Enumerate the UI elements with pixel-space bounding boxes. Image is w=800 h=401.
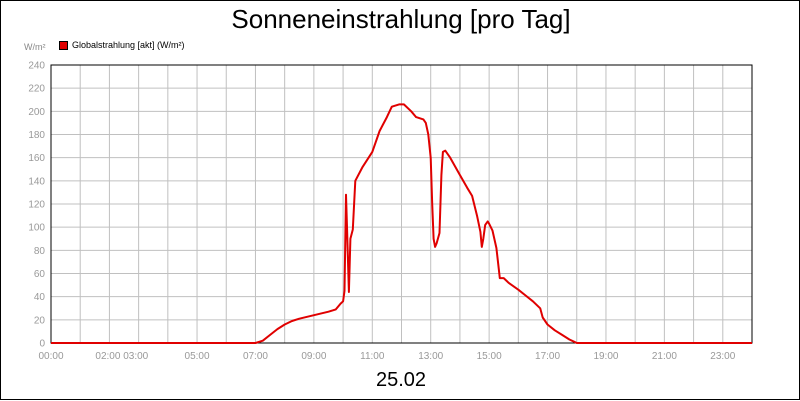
y-tick-label: 140 bbox=[28, 176, 45, 187]
x-tick-label: 09:00 bbox=[301, 351, 326, 362]
y-tick-label: 20 bbox=[34, 315, 46, 326]
y-tick-label: 220 bbox=[28, 84, 45, 95]
y-tick-label: 40 bbox=[34, 292, 46, 303]
grid-lines bbox=[51, 64, 752, 344]
legend-swatch bbox=[59, 40, 68, 50]
x-tick-label: 13:00 bbox=[418, 351, 443, 362]
x-tick-label: 05:00 bbox=[185, 351, 210, 362]
y-tick-label: 60 bbox=[34, 269, 46, 280]
legend-label: Globalstrahlung [akt] (W/m²) bbox=[72, 40, 185, 50]
series-line-globalstrahlung bbox=[51, 103, 752, 344]
x-tick-label: 17:00 bbox=[535, 351, 560, 362]
y-tick-label: 120 bbox=[28, 200, 45, 211]
x-tick-label: 02:00 03:00 bbox=[95, 351, 148, 362]
x-tick-label: 19:00 bbox=[593, 351, 618, 362]
x-tick-label: 23:00 bbox=[710, 351, 735, 362]
y-axis-ticks: 0 20 40 60 80 100 120 140 160 180 200 220 240 bbox=[28, 61, 45, 350]
y-tick-label: 0 bbox=[39, 339, 45, 350]
y-tick-label: 180 bbox=[28, 130, 45, 141]
y-tick-label: 200 bbox=[28, 107, 45, 118]
x-tick-label: 07:00 bbox=[243, 351, 268, 362]
x-tick-label: 11:00 bbox=[360, 351, 385, 362]
x-tick-label: 15:00 bbox=[477, 351, 502, 362]
legend: Globalstrahlung [akt] (W/m²) bbox=[59, 40, 185, 50]
x-tick-label: 00:00 bbox=[38, 351, 63, 362]
plot-area-border bbox=[50, 64, 753, 344]
chart-title: Sonneneinstrahlung [pro Tag] bbox=[231, 4, 571, 34]
y-tick-label: 160 bbox=[28, 153, 45, 164]
y-axis-unit-label: W/m² bbox=[24, 42, 46, 52]
x-axis-ticks: 00:00 02:00 03:00 05:00 07:00 09:00 11:00 13:0… bbox=[38, 351, 735, 362]
y-tick-label: 240 bbox=[28, 61, 45, 72]
y-tick-label: 80 bbox=[34, 246, 46, 257]
y-tick-label: 100 bbox=[28, 223, 45, 234]
x-axis-date-label: 25.02 bbox=[375, 369, 427, 391]
x-tick-label: 21:00 bbox=[652, 351, 677, 362]
